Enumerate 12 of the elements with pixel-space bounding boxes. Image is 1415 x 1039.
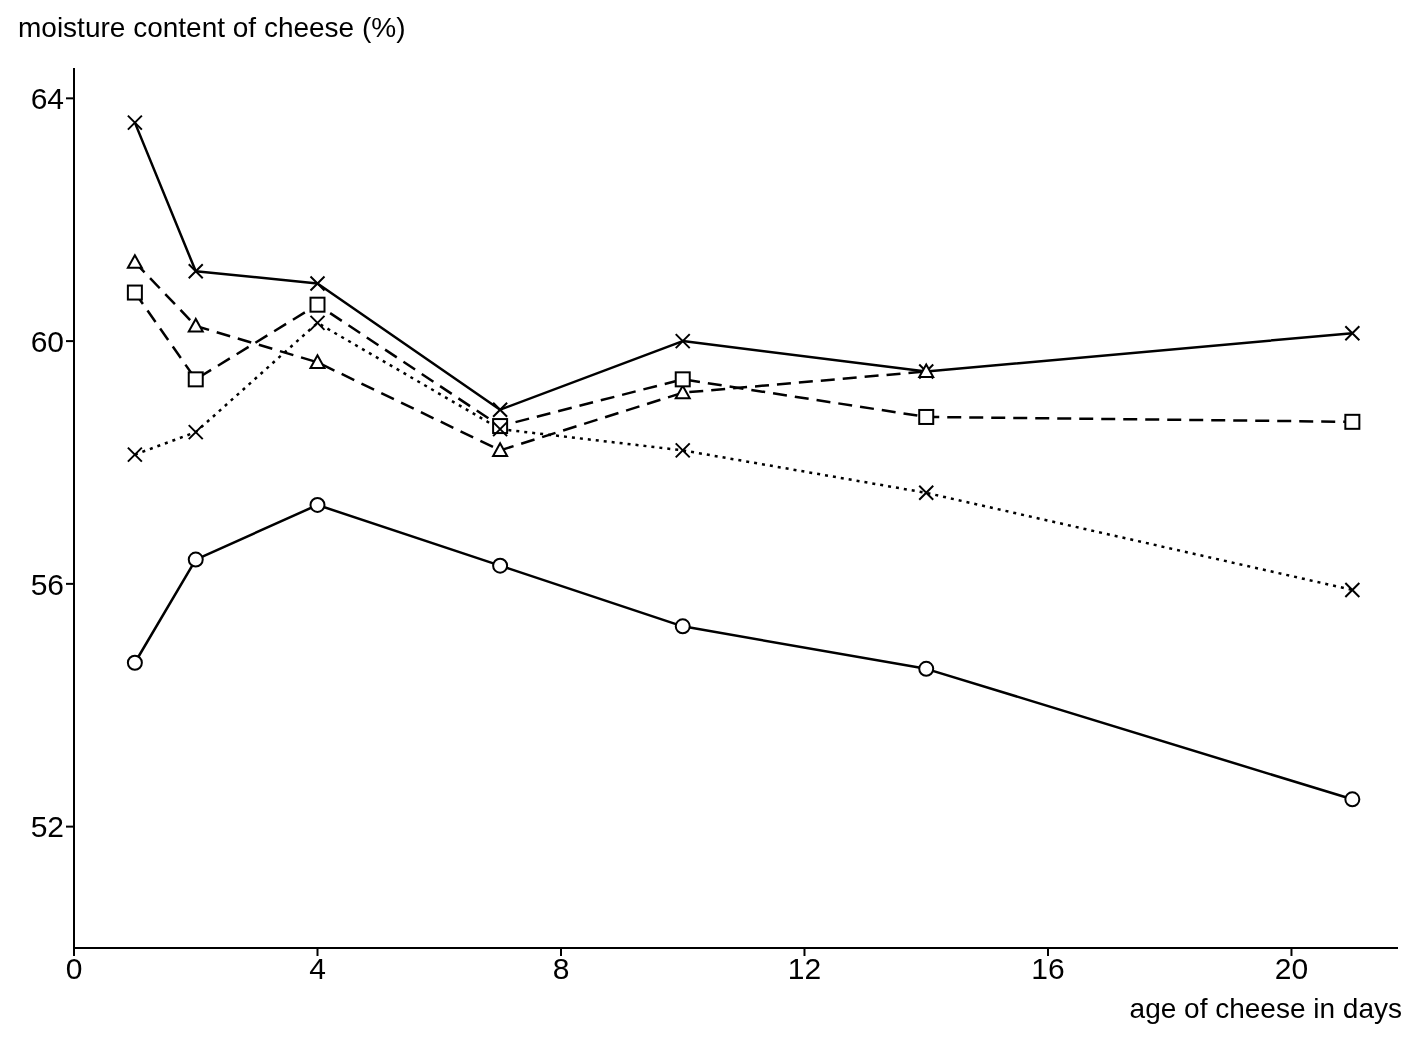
y-tick-label: 56 — [30, 567, 64, 601]
y-tick-label: 64 — [30, 81, 64, 115]
x-tick-label: 0 — [65, 952, 83, 986]
x-tick-label: 8 — [552, 952, 570, 986]
x-tick-label: 20 — [1274, 952, 1309, 986]
chart-title: moisture content of cheese (%) — [18, 12, 406, 44]
x-tick-label: 16 — [1031, 952, 1065, 986]
y-tick-label: 52 — [30, 810, 64, 844]
x-tick-label: 12 — [787, 952, 822, 986]
x-axis-title: age of cheese in days — [1129, 993, 1402, 1025]
y-tick-label: 60 — [30, 324, 64, 358]
x-tick-label: 4 — [309, 952, 326, 986]
